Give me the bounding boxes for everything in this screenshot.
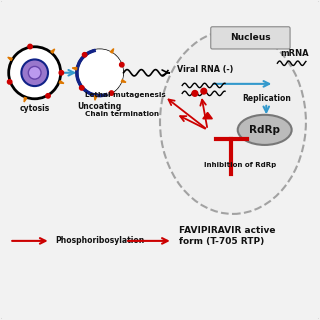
Text: Chain termination: Chain termination — [85, 111, 160, 117]
Polygon shape — [121, 80, 126, 82]
Text: mRNA: mRNA — [280, 49, 309, 58]
Circle shape — [28, 44, 32, 49]
Text: RdRp: RdRp — [249, 125, 280, 135]
Polygon shape — [24, 97, 27, 102]
Circle shape — [77, 50, 123, 96]
Circle shape — [9, 47, 61, 99]
Text: cytosis: cytosis — [20, 105, 50, 114]
Circle shape — [80, 86, 84, 90]
Circle shape — [83, 52, 87, 57]
Circle shape — [28, 67, 41, 79]
Text: FAVIPIRAVIR active
form (T-705 RTP): FAVIPIRAVIR active form (T-705 RTP) — [179, 227, 276, 246]
Circle shape — [120, 62, 124, 67]
Polygon shape — [59, 81, 64, 84]
Polygon shape — [72, 68, 77, 70]
Text: Lethal mutagenesis: Lethal mutagenesis — [85, 92, 166, 98]
Polygon shape — [94, 96, 97, 100]
Polygon shape — [110, 49, 114, 53]
Ellipse shape — [238, 115, 292, 145]
Text: Uncoating: Uncoating — [78, 102, 122, 111]
Circle shape — [46, 94, 50, 98]
Circle shape — [201, 88, 207, 94]
Circle shape — [192, 91, 198, 96]
Polygon shape — [203, 112, 212, 119]
Text: Nucleus: Nucleus — [230, 33, 271, 42]
Circle shape — [21, 60, 48, 86]
Polygon shape — [51, 49, 55, 53]
Text: Inhibition of RdRp: Inhibition of RdRp — [204, 162, 277, 168]
Circle shape — [109, 91, 114, 95]
Text: Viral RNA (-): Viral RNA (-) — [178, 65, 234, 74]
Ellipse shape — [160, 30, 306, 214]
Circle shape — [59, 70, 64, 75]
Text: Replication: Replication — [242, 94, 291, 103]
Polygon shape — [8, 57, 12, 60]
Text: Phosphoribosylation: Phosphoribosylation — [55, 236, 145, 245]
FancyBboxPatch shape — [211, 27, 290, 49]
Circle shape — [7, 80, 12, 84]
Wedge shape — [96, 50, 123, 94]
